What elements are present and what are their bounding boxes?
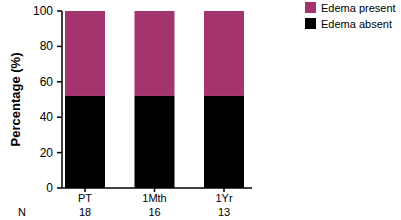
sample-size: 16: [148, 206, 160, 218]
y-tick: [57, 152, 62, 154]
chart-container: 0 20 40 60 80 100 Percentage (%) PT 1Mth 1Yr N 18 16…: [0, 0, 401, 220]
bar: [204, 96, 244, 188]
bar: [65, 11, 105, 96]
y-tick: [57, 187, 62, 189]
sample-size: 18: [79, 206, 91, 218]
y-axis-label: Percentage (%): [8, 53, 23, 147]
y-axis: [61, 11, 63, 188]
y-tick-label: 60: [40, 75, 54, 89]
bar: [135, 11, 175, 96]
legend-label: Edema absent: [321, 18, 392, 30]
y-tick-label: 40: [40, 110, 54, 124]
legend-swatch: [305, 18, 316, 29]
bar: [204, 11, 244, 96]
x-tick-label: 1Yr: [215, 192, 232, 204]
y-tick-label: 100: [33, 4, 53, 18]
legend-swatch: [305, 2, 316, 13]
x-tick-label: PT: [78, 192, 92, 204]
y-tick-label: 20: [40, 146, 54, 160]
legend: Edema present Edema absent: [305, 2, 396, 30]
y-tick-label: 80: [40, 39, 54, 53]
legend-label: Edema present: [321, 2, 396, 14]
y-tick: [57, 46, 62, 48]
x-tick-label: 1Mth: [142, 192, 166, 204]
bar: [65, 96, 105, 188]
y-tick: [57, 81, 62, 83]
y-tick: [57, 10, 62, 12]
bars: [65, 11, 244, 188]
sample-size: 13: [218, 206, 230, 218]
y-tick-label: 0: [46, 181, 53, 195]
bar: [135, 96, 175, 188]
chart-svg: 0 20 40 60 80 100 Percentage (%) PT 1Mth 1Yr N 18 16…: [0, 0, 401, 220]
y-tick: [57, 116, 62, 118]
sample-size-label: N: [18, 206, 26, 218]
